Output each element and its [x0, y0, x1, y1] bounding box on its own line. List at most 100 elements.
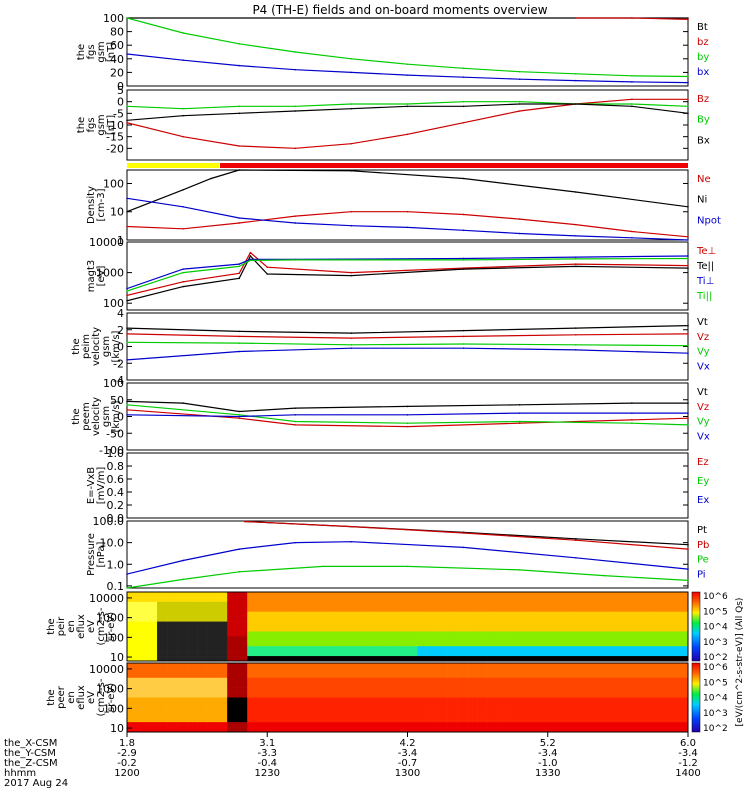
ylabel-line: eflux — [76, 685, 87, 710]
spectrogram-cell — [327, 646, 338, 652]
ylabel-line: fgs — [86, 44, 97, 59]
xtick-label-x_csm: 3.1 — [259, 738, 275, 749]
spectrogram-cell — [247, 667, 258, 674]
legend-label: bx — [697, 67, 709, 78]
spectrogram-cell — [477, 677, 488, 684]
spectrogram-cell — [267, 621, 278, 627]
spectrogram-cell — [467, 592, 478, 598]
spectrogram-cell — [527, 596, 539, 603]
spectrogram-cell — [177, 651, 188, 657]
spectrogram-cell — [277, 636, 288, 642]
spectrogram-cell — [277, 616, 288, 622]
spectrogram-cell — [657, 667, 669, 674]
data-point — [687, 402, 689, 404]
spectrogram-cell — [127, 692, 138, 698]
spectrogram-cell — [487, 702, 498, 708]
spectrogram-cell — [267, 663, 278, 669]
data-point — [350, 71, 353, 74]
spectrogram-cell — [127, 722, 138, 728]
spectrogram-cell — [237, 631, 248, 637]
spectrogram-cell — [247, 692, 258, 698]
spectrogram-cell — [207, 621, 218, 627]
spectrogram-cell — [187, 626, 198, 632]
spectrogram-cell — [647, 692, 659, 698]
spectrogram-cell — [227, 606, 238, 613]
spectrogram-cell — [487, 626, 498, 632]
spectrogram-cell — [197, 596, 208, 603]
spectrogram-cell — [407, 592, 418, 598]
spectrogram-cell — [187, 621, 198, 627]
spectrogram-cell — [557, 707, 569, 713]
spectrogram-cell — [287, 667, 298, 674]
spectrogram-cell — [127, 592, 138, 598]
spectrogram-cell — [667, 687, 679, 693]
spectrogram-cell — [377, 641, 388, 647]
data-point — [406, 210, 409, 213]
ylabel-line: peir — [56, 616, 67, 636]
spectrogram-cell — [357, 702, 368, 708]
spectrogram-cell — [567, 631, 579, 637]
spectrogram-cell — [157, 601, 168, 608]
spectrogram-cell — [577, 667, 589, 674]
spectrogram-cell — [507, 712, 518, 718]
spectrogram-cell — [157, 677, 168, 684]
spectrogram-cell — [587, 616, 599, 622]
spectrogram-cell — [607, 663, 619, 669]
spectrogram-cell — [577, 646, 589, 652]
spectrogram-cell — [407, 621, 418, 627]
spectrogram-cell — [407, 702, 418, 708]
legend-label: Pb — [697, 540, 709, 551]
spectrogram-cell — [357, 656, 368, 662]
spectrogram-cell — [507, 606, 518, 613]
spectrogram-cell — [597, 596, 609, 603]
data-point — [238, 64, 240, 67]
spectrogram-cell — [507, 697, 518, 703]
spectrogram-cell — [377, 707, 388, 713]
spectrogram-cell — [647, 727, 659, 733]
spectrogram-cell — [677, 636, 689, 642]
spectrogram-cell — [327, 611, 338, 617]
spectrogram-cell — [477, 596, 488, 603]
data-point — [294, 215, 297, 217]
spectrogram-cell — [587, 692, 599, 698]
legend-label: Vx — [697, 431, 710, 442]
spectrogram-cell — [507, 702, 518, 708]
spectrogram-cell — [247, 631, 258, 637]
spectrogram-cell — [247, 722, 258, 728]
spectrogram-cell — [547, 626, 559, 632]
data-point — [575, 538, 577, 540]
spectrogram-cell — [657, 626, 669, 632]
spectrogram-cell — [277, 682, 288, 688]
spectrogram-cell — [507, 727, 518, 733]
spectrogram-cell — [227, 616, 238, 622]
series-line-density-2 — [126, 197, 689, 241]
spectrogram-cell — [467, 687, 478, 693]
spectrogram-cell — [267, 687, 278, 693]
spectrogram-cell — [257, 641, 268, 647]
ytick-label: 0.1 — [107, 580, 125, 593]
spectrogram-cell — [617, 692, 629, 698]
spectrogram-cell — [467, 712, 478, 718]
spectrogram-cell — [487, 707, 498, 713]
spectrogram-cell — [467, 646, 478, 652]
spectrogram-cell — [147, 626, 158, 632]
spectrogram-cell — [387, 697, 398, 703]
data-point — [575, 327, 577, 329]
data-point — [238, 414, 240, 416]
spectrogram-cell — [587, 636, 599, 642]
spectrogram-cell — [507, 631, 518, 637]
spectrogram-cell — [507, 611, 518, 617]
spectrogram-cell — [657, 631, 669, 637]
spectrogram-cell — [547, 611, 559, 617]
data-point — [294, 51, 297, 53]
spectrogram-cell — [207, 616, 218, 622]
spectrogram-cell — [677, 651, 689, 657]
spectrogram-cell — [307, 596, 318, 603]
spectrogram-cell — [167, 697, 178, 703]
spectrogram-cell — [607, 682, 619, 688]
xtick-label-label: 1300 — [395, 768, 420, 779]
spectrogram-cell — [447, 636, 458, 642]
spectrogram-cell — [387, 611, 398, 617]
data-point — [126, 327, 128, 329]
panel-ylabel: magt3 [eV] — [86, 260, 107, 293]
